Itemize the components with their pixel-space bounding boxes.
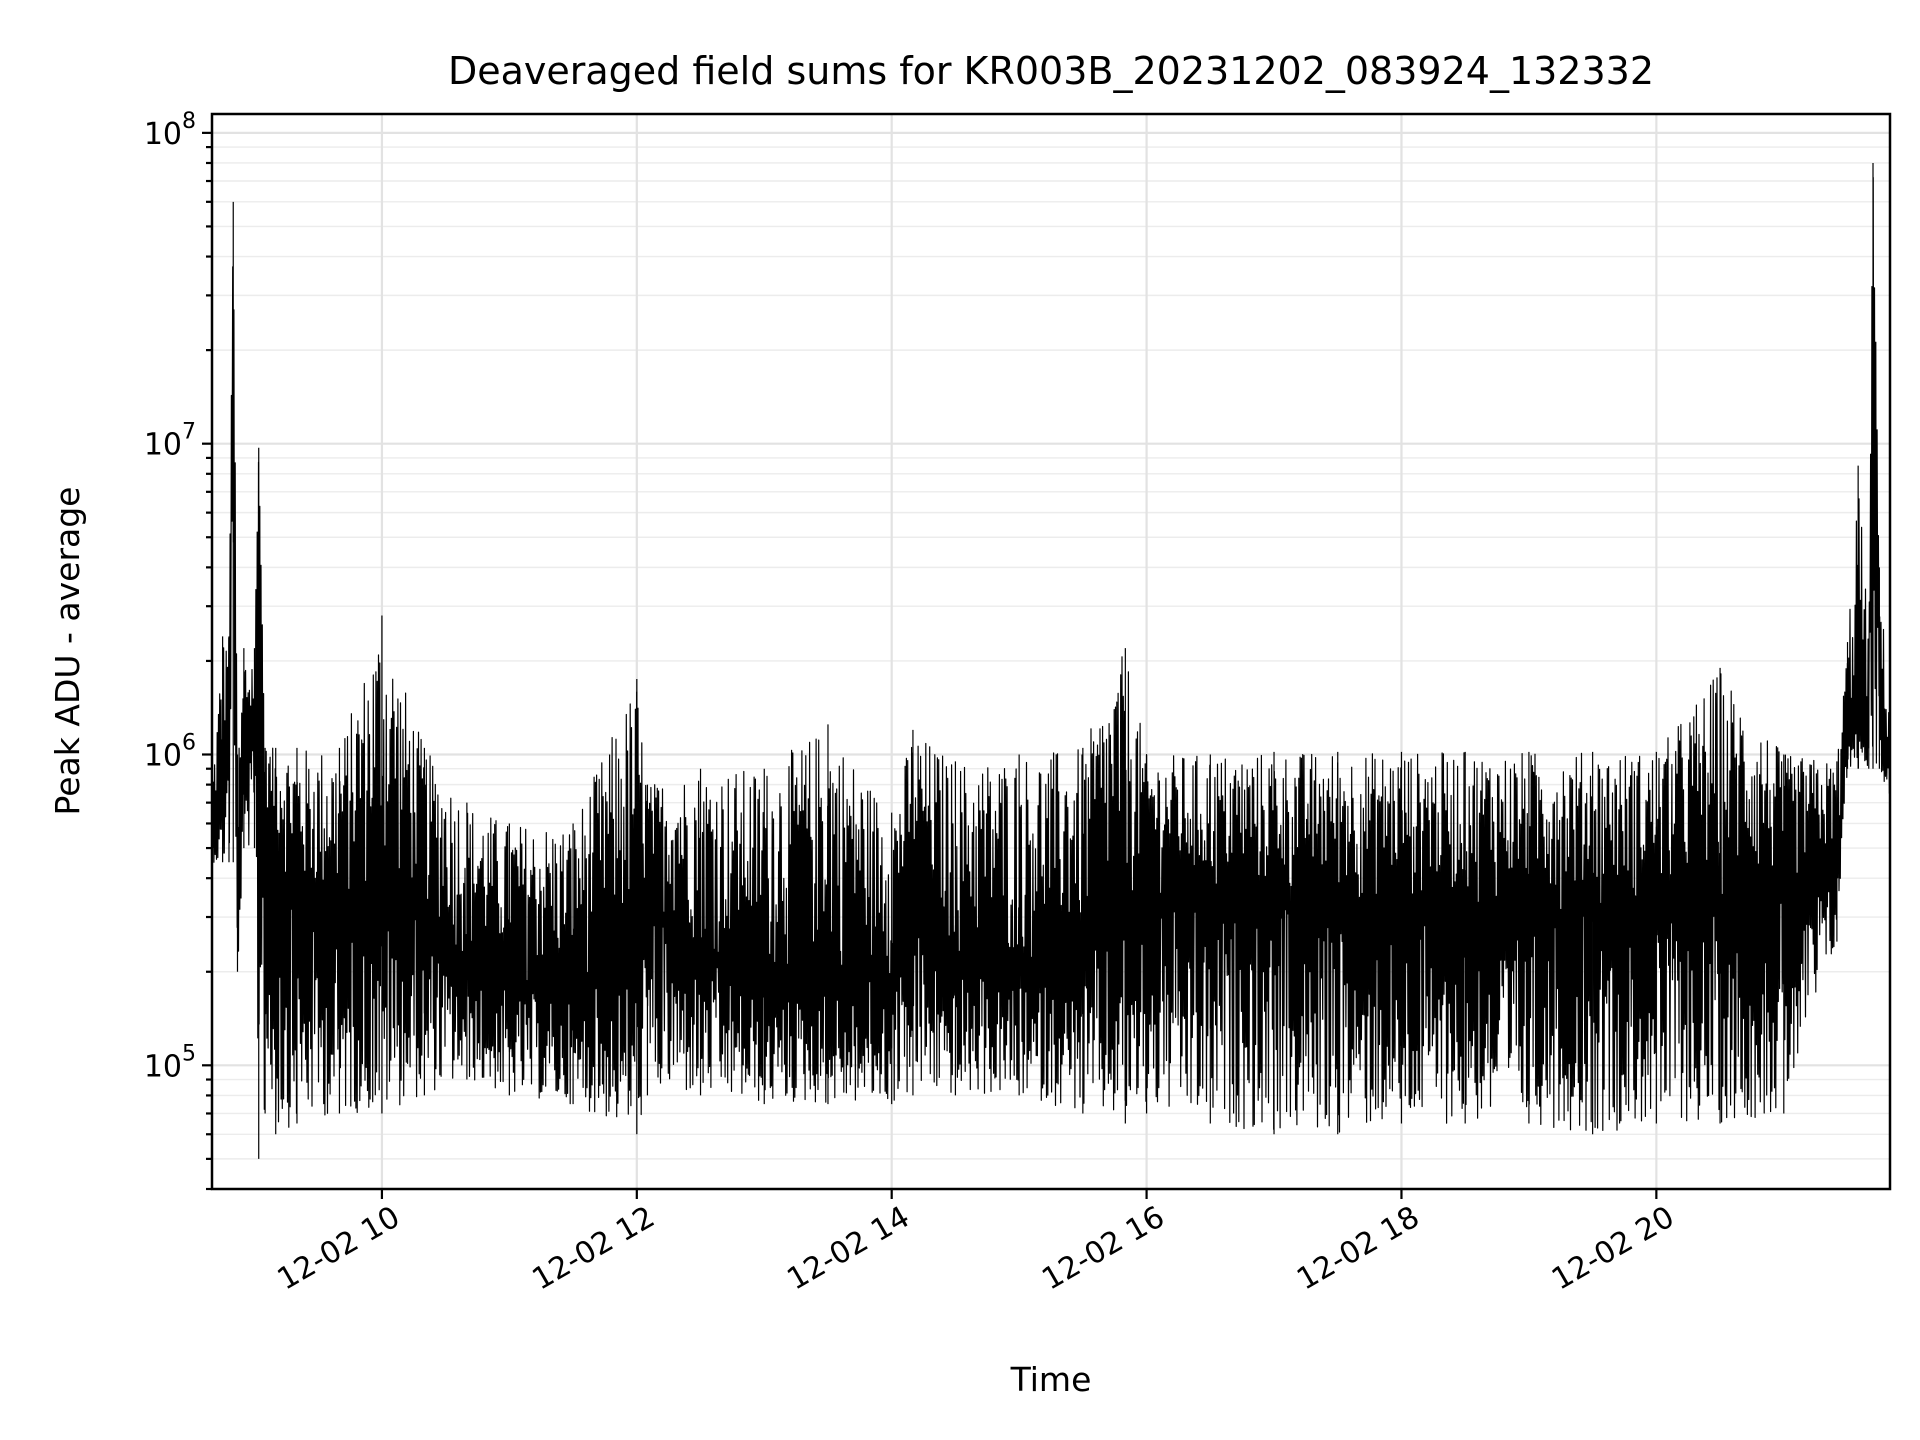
y-tick-label: 106 xyxy=(144,730,196,773)
x-tick-label: 12-02 10 xyxy=(272,1200,406,1298)
y-axis: 105 106 107 108 xyxy=(144,109,212,1191)
y-axis-label: Peak ADU - average xyxy=(48,487,87,816)
x-tick-label: 12-02 18 xyxy=(1291,1200,1425,1298)
plot-frame xyxy=(210,112,1892,1191)
x-tick-label: 12-02 12 xyxy=(526,1200,660,1298)
y-tick-label: 107 xyxy=(144,420,196,463)
x-tick-label: 12-02 14 xyxy=(781,1200,915,1298)
x-axis: 12-02 10 12-02 12 12-02 14 12-02 16 12-02 18… xyxy=(272,1189,1680,1298)
x-tick-label: 12-02 20 xyxy=(1546,1200,1680,1298)
x-tick-label: 12-02 16 xyxy=(1036,1200,1170,1298)
y-tick-label: 105 xyxy=(144,1041,196,1084)
y-tick-label: 108 xyxy=(144,109,196,152)
chart-title: Deaveraged field sums for KR003B_2023120… xyxy=(448,49,1654,93)
series-lines xyxy=(211,162,1891,1159)
x-axis-label: Time xyxy=(1010,1360,1092,1399)
series-line-0 xyxy=(211,177,1891,1133)
